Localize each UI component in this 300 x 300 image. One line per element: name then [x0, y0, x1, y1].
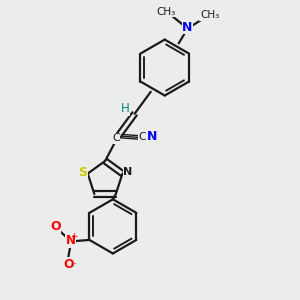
Text: +: + [70, 232, 78, 241]
Text: ⁻: ⁻ [71, 261, 76, 271]
Text: O: O [63, 258, 74, 271]
Text: N: N [182, 21, 193, 34]
Text: CH₃: CH₃ [156, 7, 176, 17]
Text: S: S [78, 166, 87, 178]
Text: O: O [50, 220, 61, 233]
Text: H: H [121, 102, 130, 115]
Text: C: C [112, 133, 120, 143]
Text: N: N [66, 234, 76, 247]
Text: C: C [139, 132, 146, 142]
Text: CH₃: CH₃ [200, 11, 219, 20]
Text: N: N [147, 130, 158, 143]
Text: N: N [123, 167, 132, 177]
